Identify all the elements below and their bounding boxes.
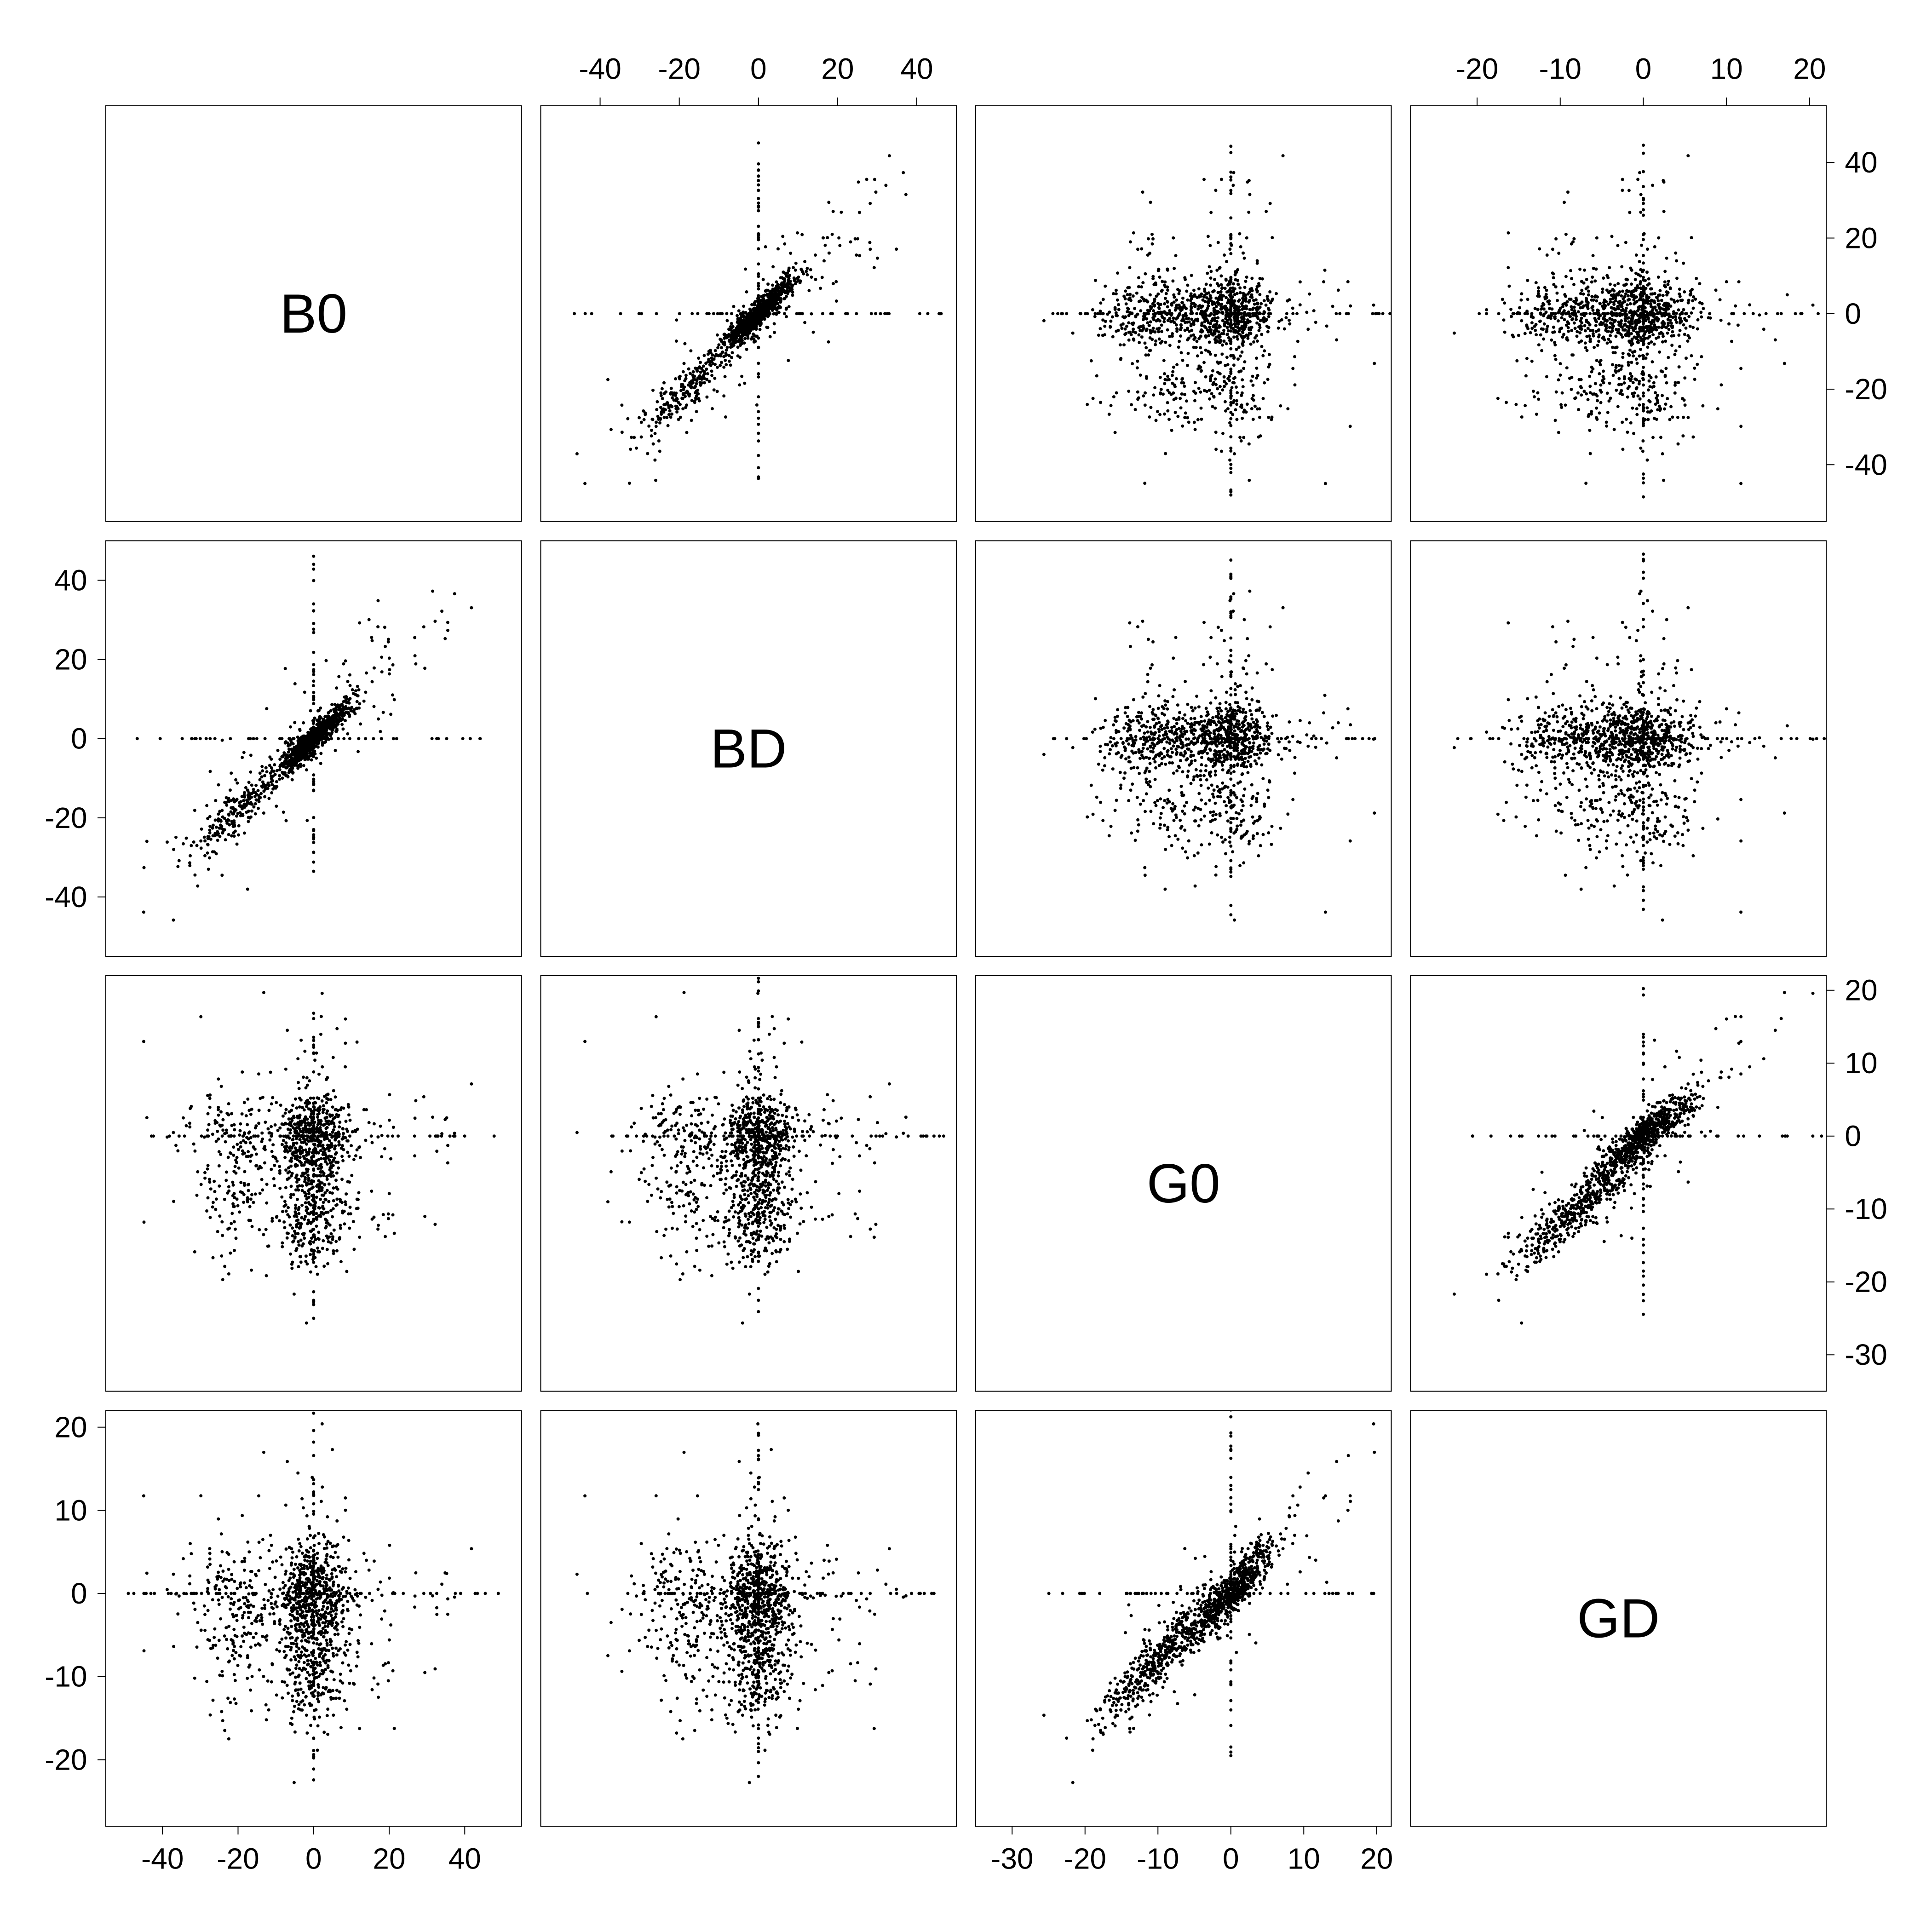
x-tick-label: -20 (1456, 52, 1499, 85)
x-tick-label: 0 (305, 1842, 322, 1875)
x-tick-label: 0 (1223, 1842, 1239, 1875)
y-tick-label: 20 (1845, 221, 1877, 254)
y-tick-label: -20 (1845, 373, 1887, 406)
y-tick-label: 10 (54, 1494, 87, 1527)
y-tick-label: -20 (1845, 1265, 1887, 1299)
x-tick-label: -20 (658, 52, 701, 85)
x-tick-label: -10 (1137, 1842, 1179, 1875)
y-tick-label: -20 (45, 801, 87, 834)
y-tick-label: -20 (45, 1743, 87, 1776)
y-tick-label: -40 (1845, 448, 1887, 481)
y-tick-label: 40 (1845, 146, 1877, 179)
y-tick-label: 0 (1845, 297, 1861, 330)
x-tick-label: 20 (1793, 52, 1826, 85)
x-tick-label: 20 (821, 52, 854, 85)
y-tick-label: 40 (54, 564, 87, 597)
y-tick-label: 0 (71, 1577, 87, 1610)
y-tick-label: -30 (1845, 1338, 1887, 1371)
x-tick-label: 20 (1360, 1842, 1393, 1875)
x-tick-label: 40 (900, 52, 933, 85)
y-tick-label: 20 (54, 643, 87, 676)
diag-label-text: GD (1577, 1587, 1660, 1649)
x-tick-label: -30 (991, 1842, 1034, 1875)
y-tick-label: -10 (45, 1660, 87, 1693)
x-tick-label: 20 (373, 1842, 405, 1875)
y-tick-label: -40 (45, 880, 87, 914)
x-tick-label: 0 (750, 52, 767, 85)
y-tick-label: 10 (1845, 1046, 1877, 1080)
x-tick-label: -10 (1539, 52, 1582, 85)
x-tick-label: 10 (1288, 1842, 1320, 1875)
diag-label-text: G0 (1147, 1153, 1220, 1214)
x-tick-label: 40 (448, 1842, 481, 1875)
x-tick-label: -40 (579, 52, 621, 85)
x-tick-label: -20 (1064, 1842, 1107, 1875)
diag-label-text: BD (710, 718, 787, 779)
scatter-matrix: B0 -40 -20 0 20 40 -20 -10 0 10 20 -40 -20 0 20 40 -40 -2… (0, 0, 1932, 1932)
y-tick-label: -10 (1845, 1192, 1887, 1225)
x-tick-label: 0 (1635, 52, 1652, 85)
y-tick-label: 0 (71, 722, 87, 755)
x-tick-label: -20 (217, 1842, 259, 1875)
diag-label-text: B0 (280, 283, 347, 345)
y-tick-label: 20 (1845, 974, 1877, 1007)
y-tick-label: 20 (54, 1411, 87, 1444)
y-tick-label: 0 (1845, 1120, 1861, 1153)
x-tick-label: 10 (1710, 52, 1743, 85)
x-tick-label: -40 (141, 1842, 184, 1875)
